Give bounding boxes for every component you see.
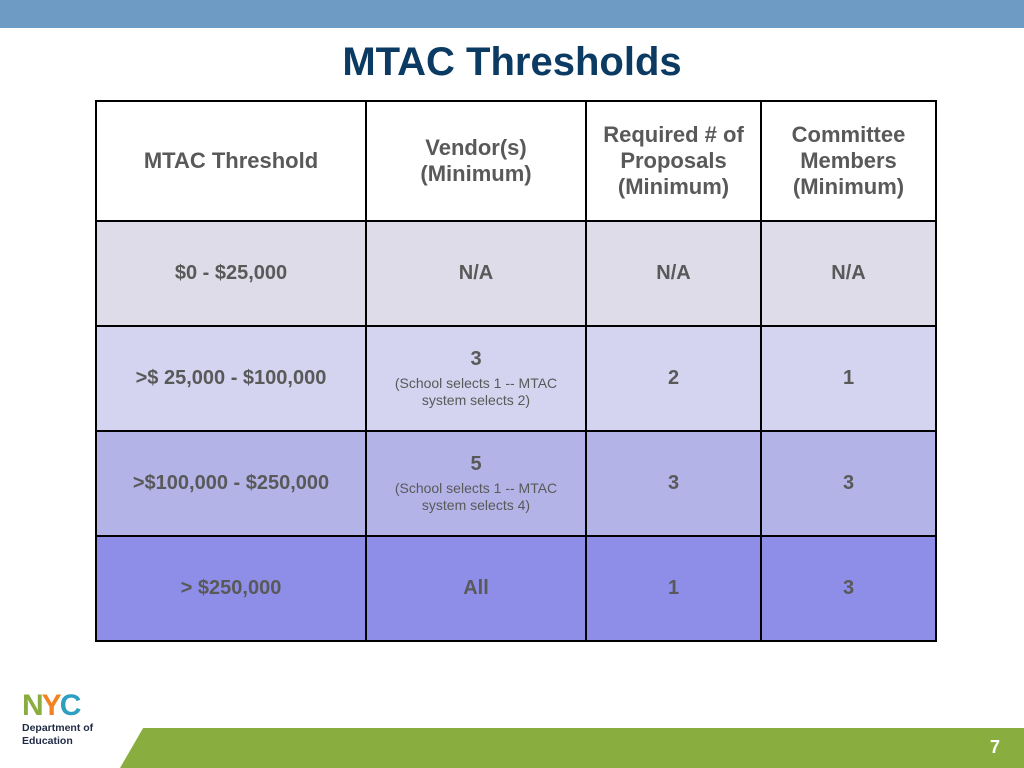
cell-vendors: 3(School selects 1 -- MTAC system select… xyxy=(366,326,586,431)
logo-letter-n: N xyxy=(22,691,42,721)
logo-subtext-2: Education xyxy=(22,736,114,748)
cell-threshold: >$ 25,000 - $100,000 xyxy=(96,326,366,431)
cell-proposals: N/A xyxy=(586,221,761,326)
logo-letter-y: Y xyxy=(42,691,60,721)
nyc-letters: N Y C xyxy=(22,691,114,721)
slide: MTAC Thresholds MTAC Threshold Vendor(s)… xyxy=(0,0,1024,768)
col-proposals: Required # of Proposals (Minimum) xyxy=(586,101,761,221)
col-threshold: MTAC Threshold xyxy=(96,101,366,221)
cell-vendors: N/A xyxy=(366,221,586,326)
table-row: >$ 25,000 - $100,0003(School selects 1 -… xyxy=(96,326,936,431)
nyc-doe-logo: N Y C Department of Education xyxy=(22,691,114,748)
cell-threshold: >$100,000 - $250,000 xyxy=(96,431,366,536)
page-number: 7 xyxy=(990,737,1000,758)
cell-proposals: 3 xyxy=(586,431,761,536)
logo-subtext-1: Department of xyxy=(22,723,114,735)
cell-proposals: 2 xyxy=(586,326,761,431)
cell-proposals: 1 xyxy=(586,536,761,641)
top-bar xyxy=(0,0,1024,28)
cell-committee: 3 xyxy=(761,431,936,536)
cell-vendors: All xyxy=(366,536,586,641)
cell-committee: 3 xyxy=(761,536,936,641)
cell-vendors: 5(School selects 1 -- MTAC system select… xyxy=(366,431,586,536)
table-row: >$100,000 - $250,0005(School selects 1 -… xyxy=(96,431,936,536)
cell-vendors-sub: (School selects 1 -- MTAC system selects… xyxy=(377,375,575,410)
footer-band xyxy=(120,728,1024,768)
cell-threshold: $0 - $25,000 xyxy=(96,221,366,326)
logo-letter-c: C xyxy=(60,691,80,721)
col-vendors: Vendor(s) (Minimum) xyxy=(366,101,586,221)
cell-threshold: > $250,000 xyxy=(96,536,366,641)
table-row: $0 - $25,000N/AN/AN/A xyxy=(96,221,936,326)
slide-title: MTAC Thresholds xyxy=(0,40,1024,85)
table-header-row: MTAC Threshold Vendor(s) (Minimum) Requi… xyxy=(96,101,936,221)
col-committee: Committee Members (Minimum) xyxy=(761,101,936,221)
thresholds-table: MTAC Threshold Vendor(s) (Minimum) Requi… xyxy=(95,100,937,642)
cell-committee: N/A xyxy=(761,221,936,326)
cell-committee: 1 xyxy=(761,326,936,431)
cell-vendors-sub: (School selects 1 -- MTAC system selects… xyxy=(377,480,575,515)
table-body: $0 - $25,000N/AN/AN/A>$ 25,000 - $100,00… xyxy=(96,221,936,641)
table-row: > $250,000All13 xyxy=(96,536,936,641)
